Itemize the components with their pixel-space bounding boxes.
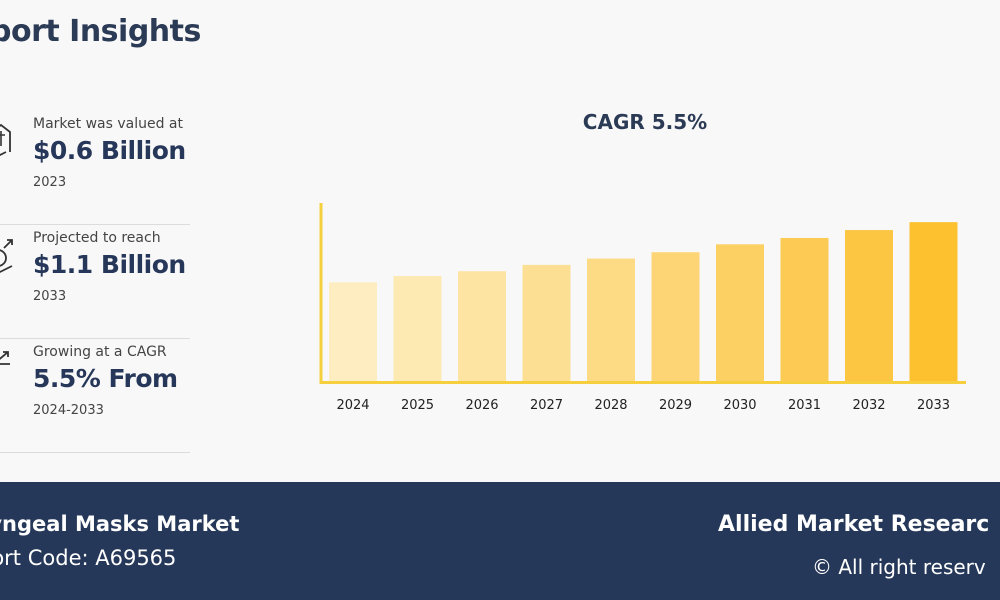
stat-projected-value: Projected to reach $1.1 Billion 2033 [0, 224, 190, 339]
footer-market-name: ryngeal Masks Market [0, 512, 240, 536]
bar-2024 [329, 282, 377, 382]
bar-2028 [587, 258, 635, 382]
x-tick-label: 2025 [401, 398, 434, 413]
x-tick-label: 2026 [465, 398, 498, 413]
stat-caption: Market was valued at [33, 116, 183, 132]
coin-growth-icon [0, 239, 13, 273]
footer-report-code: port Code: A69565 [0, 546, 177, 570]
x-tick-label: 2028 [594, 398, 627, 413]
stat-caption: Projected to reach [33, 230, 161, 246]
stat-value: $1.1 Billion [33, 250, 186, 279]
stat-value: 5.5% From [33, 364, 178, 393]
x-tick-label: 2033 [917, 398, 950, 413]
stat-caption: Growing at a CAGR [33, 344, 167, 360]
bar-2031 [780, 237, 829, 382]
footer-banner: ryngeal Masks Market port Code: A69565 A… [0, 482, 1000, 600]
stat-market-value: Market was valued at $0.6 Billion 2023 [0, 110, 190, 225]
x-tick-label: 2030 [723, 398, 756, 413]
bar-2030 [716, 244, 764, 382]
stat-years: 2024-2033 [33, 403, 104, 418]
x-tick-label: 2024 [336, 398, 369, 413]
stat-year: 2023 [33, 175, 67, 190]
bar-2026 [458, 271, 506, 382]
growth-chart-icon [0, 351, 10, 365]
footer-copyright: © All right reserv [812, 555, 986, 579]
chart-title: CAGR 5.5% [582, 110, 708, 134]
stat-cagr: Growing at a CAGR 5.5% From 2024-2033 [0, 338, 190, 453]
x-tick-label: 2027 [530, 398, 563, 413]
bar-2029 [651, 252, 700, 382]
x-tick-label: 2031 [788, 398, 821, 413]
x-tick-label: 2032 [852, 398, 885, 413]
page-title: port Insights [0, 14, 201, 49]
cagr-bar-chart: 2024 2025 2026 2027 2028 2029 2030 2031 2032 2033 [319, 203, 966, 413]
bar-2025 [393, 275, 442, 382]
bar-2032 [845, 230, 893, 382]
stat-value: $0.6 Billion [33, 136, 186, 165]
money-hand-icon [0, 123, 11, 157]
x-tick-label: 2029 [659, 398, 692, 413]
footer-brand: Allied Market Researc [718, 512, 990, 537]
stat-year: 2033 [33, 289, 67, 304]
bar-2033 [909, 222, 958, 382]
bar-2027 [522, 264, 571, 382]
